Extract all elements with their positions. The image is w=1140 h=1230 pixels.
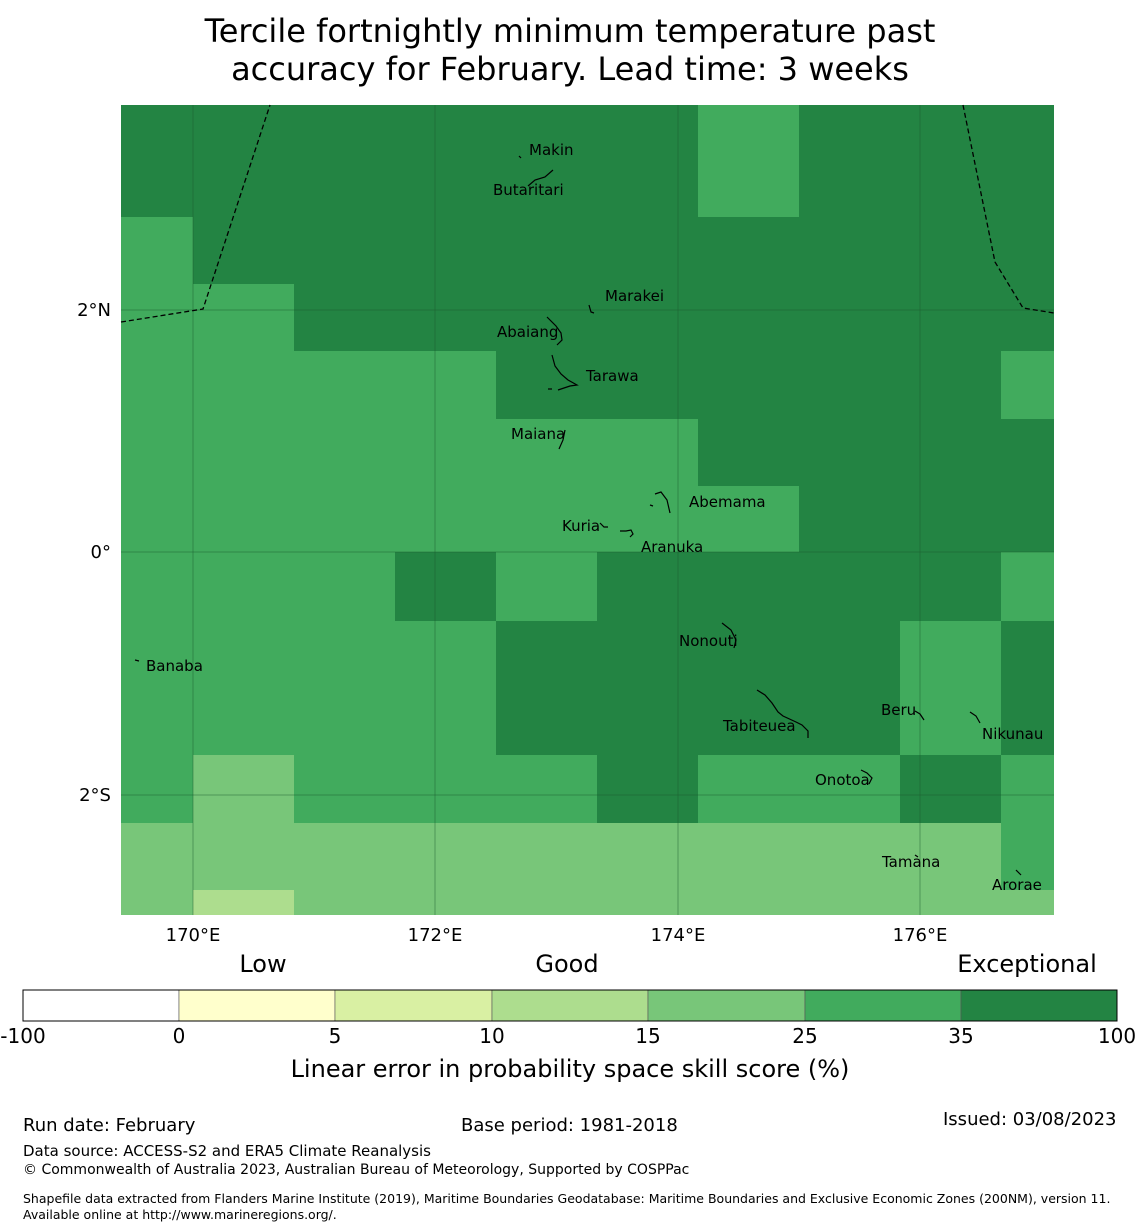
base-period: Base period: 1981-2018 — [461, 1115, 678, 1136]
colorbar-legend: Low Good Exceptional -100 0 5 10 15 25 3… — [0, 950, 1136, 1083]
colorbar-tick: 10 — [479, 1024, 504, 1048]
island-label-aranuka: Aranuka — [641, 538, 703, 556]
island-label-arorae: Arorae — [992, 876, 1042, 894]
island-outlines — [134, 155, 1022, 876]
island-shape — [969, 711, 981, 724]
colorbar-segment — [334, 989, 493, 1022]
shapefile-credit: Shapefile data extracted from Flanders M… — [23, 1191, 1111, 1222]
island-shape — [914, 854, 919, 858]
island-label-marakei: Marakei — [605, 287, 664, 305]
legend-category-low: Low — [239, 950, 286, 978]
island-shape — [620, 529, 634, 538]
island-shape — [599, 522, 608, 528]
island-label-kuria: Kuria — [562, 517, 600, 535]
colorbar-tick: 15 — [635, 1024, 660, 1048]
island-shape — [551, 354, 579, 391]
exceptional-cells — [121, 105, 1054, 823]
island-label-nonouti: Nonouti — [679, 632, 738, 650]
colorbar-segment — [491, 989, 649, 1022]
colorbar-segment — [960, 989, 1118, 1022]
map-panel: Makin Butaritari Marakei Abaiang Tarawa … — [120, 104, 1055, 915]
skill-map: Makin Butaritari Marakei Abaiang Tarawa … — [0, 104, 1136, 1083]
colorbar-tick: -100 — [0, 1024, 45, 1048]
colorbar-title: Linear error in probability space skill … — [291, 1055, 850, 1083]
map-title: Tercile fortnightly minimum temperature … — [0, 12, 1140, 88]
data-source: Data source: ACCESS-S2 and ERA5 Climate … — [23, 1142, 431, 1160]
island-shape — [518, 155, 522, 159]
lat-label-2n: 2°N — [77, 300, 111, 321]
island-shape — [546, 316, 563, 346]
graticule — [121, 105, 1054, 915]
eez-boundaries — [120, 104, 1055, 323]
island-labels: Makin Butaritari Marakei Abaiang Tarawa … — [146, 141, 1043, 894]
colorbar-tick: 25 — [792, 1024, 817, 1048]
lon-label-174: 174°E — [651, 925, 706, 946]
run-date: Run date: February — [23, 1115, 196, 1136]
legend-categories: Low Good Exceptional — [239, 950, 1096, 978]
island-label-tarawa: Tarawa — [585, 367, 639, 385]
island-shape — [1015, 869, 1022, 876]
lon-label-176: 176°E — [893, 925, 948, 946]
colorbar-tick: 0 — [173, 1024, 186, 1048]
lat-label-0: 0° — [91, 542, 111, 563]
island-label-makin: Makin — [529, 141, 574, 159]
island-label-maiana: Maiana — [511, 425, 565, 443]
axis-labels: 170°E 172°E 174°E 176°E 2°N 0° 2°S — [77, 300, 947, 946]
colorbar-segment — [647, 989, 806, 1022]
colorbar-segment — [178, 989, 336, 1022]
colorbar-tick: 5 — [329, 1024, 342, 1048]
lon-label-172: 172°E — [408, 925, 463, 946]
island-shape — [134, 659, 140, 662]
colorbar-segments — [22, 989, 1118, 1022]
island-shape — [721, 622, 737, 649]
colorbar-segment — [22, 989, 180, 1022]
colorbar-segment — [804, 989, 962, 1022]
colorbar-ticks: -100 0 5 10 15 25 35 100 — [0, 1024, 1136, 1048]
island-shape — [527, 169, 554, 187]
legend-category-good: Good — [535, 950, 598, 978]
island-shape — [649, 504, 654, 507]
island-label-abemama: Abemama — [689, 493, 766, 511]
island-shape — [558, 429, 566, 450]
island-label-butaritari: Butaritari — [493, 181, 564, 199]
island-label-onotoa: Onotoa — [815, 771, 870, 789]
island-shape — [860, 769, 873, 785]
legend-category-exceptional: Exceptional — [957, 950, 1097, 978]
colorbar-tick: 100 — [1098, 1024, 1136, 1048]
colorbar-frame — [22, 989, 1118, 1022]
island-label-tamana: Tamana — [881, 853, 940, 871]
island-shape — [756, 689, 809, 738]
island-shape — [588, 304, 595, 314]
lon-label-170: 170°E — [166, 925, 221, 946]
lat-label-2s: 2°S — [79, 785, 111, 806]
island-label-tabiteuea: Tabiteuea — [722, 717, 796, 735]
title-line-2: accuracy for February. Lead time: 3 week… — [231, 50, 909, 88]
island-label-abaiang: Abaiang — [497, 323, 558, 341]
title-line-1: Tercile fortnightly minimum temperature … — [204, 12, 936, 50]
island-label-banaba: Banaba — [146, 657, 203, 675]
colorbar-tick: 35 — [948, 1024, 973, 1048]
issued-date: Issued: 03/08/2023 — [943, 1109, 1117, 1130]
island-shape — [654, 491, 671, 514]
island-label-nikunau: Nikunau — [982, 725, 1043, 743]
low-high-cell — [193, 890, 294, 915]
island-shape — [914, 710, 925, 721]
island-label-beru: Beru — [881, 701, 916, 719]
copyright: © Commonwealth of Australia 2023, Austra… — [23, 1162, 690, 1178]
